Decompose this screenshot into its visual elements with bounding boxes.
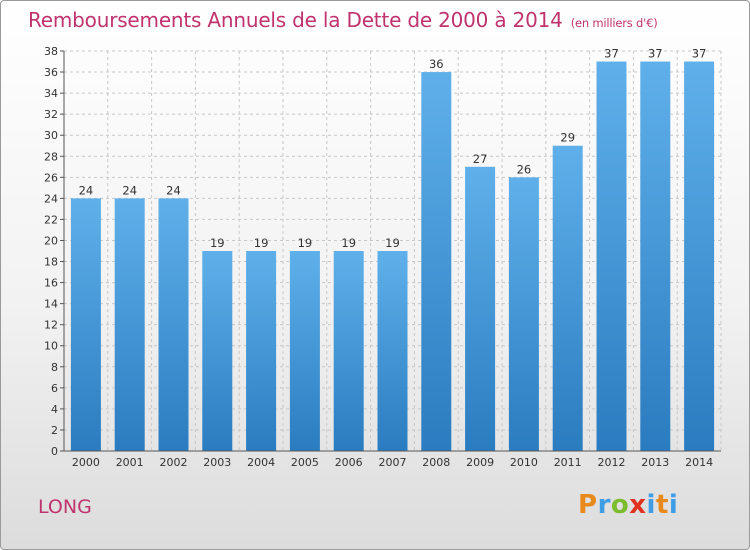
y-tick-label: 38: [44, 45, 58, 58]
y-tick-label: 16: [44, 277, 58, 290]
bar: [202, 251, 233, 451]
y-tick-label: 8: [51, 361, 58, 374]
y-tick-label: 22: [44, 213, 58, 226]
bar-value-label: 19: [298, 236, 313, 250]
x-tick-label: 2014: [685, 456, 713, 469]
x-tick-label: 2011: [554, 456, 582, 469]
y-tick-label: 24: [44, 192, 58, 205]
bar-value-label: 29: [560, 131, 575, 145]
bar-value-label: 19: [385, 236, 400, 250]
bar: [70, 198, 101, 451]
x-tick-label: 2009: [466, 456, 494, 469]
logo-letter: i: [646, 490, 656, 520]
bar-value-label: 19: [254, 236, 269, 250]
bar: [640, 61, 671, 452]
y-tick-label: 12: [44, 319, 58, 332]
x-tick-label: 2007: [379, 456, 407, 469]
y-tick-label: 2: [51, 424, 58, 437]
y-tick-label: 34: [44, 87, 58, 100]
y-tick-label: 20: [44, 234, 58, 247]
logo-letter: x: [629, 490, 647, 520]
bar: [421, 72, 452, 451]
y-tick-label: 0: [51, 445, 58, 458]
logo-letter: P: [578, 490, 598, 520]
title-text: Remboursements Annuels de la Dette de 20…: [28, 8, 563, 32]
bar-value-label: 36: [429, 57, 444, 71]
bar-value-label: 37: [692, 47, 707, 61]
y-tick-label: 36: [44, 66, 58, 79]
bar-value-label: 19: [341, 236, 356, 250]
x-tick-label: 2004: [247, 456, 275, 469]
y-tick-label: 14: [44, 298, 58, 311]
y-tick-label: 10: [44, 340, 58, 353]
bar-value-label: 24: [122, 183, 137, 197]
y-tick-label: 6: [51, 382, 58, 395]
bars: 24 24 24 19 19 19 19 19 36 27 26 29 37 37 37: [70, 47, 715, 452]
y-tick-label: 18: [44, 256, 58, 269]
x-tick-label: 2003: [203, 456, 231, 469]
bar: [333, 251, 364, 451]
x-tick-label: 2002: [160, 456, 188, 469]
bar-value-label: 26: [517, 162, 532, 176]
y-tick-label: 26: [44, 171, 58, 184]
chart-subtitle: (en milliers d'€): [570, 16, 658, 30]
bar: [377, 251, 408, 451]
y-tick-label: 32: [44, 108, 58, 121]
y-tick-label: 30: [44, 129, 58, 142]
x-tick-label: 2012: [598, 456, 626, 469]
y-tick-label: 28: [44, 150, 58, 163]
bar: [465, 166, 496, 451]
bar-value-label: 19: [210, 236, 225, 250]
bar: [596, 61, 627, 452]
bar: [246, 251, 277, 451]
x-tick-label: 2013: [641, 456, 669, 469]
bar-value-label: 27: [473, 152, 488, 166]
x-tick-label: 2005: [291, 456, 319, 469]
x-tick-label: 2010: [510, 456, 538, 469]
x-tick-label: 2008: [422, 456, 450, 469]
bar: [508, 177, 539, 451]
bar: [158, 198, 189, 451]
bar-value-label: 37: [604, 47, 619, 61]
y-tick-label: 4: [51, 403, 58, 416]
bar: [114, 198, 145, 451]
chart-title: Remboursements Annuels de la Dette de 20…: [28, 8, 658, 32]
proxiti-logo: Proxiti: [578, 490, 678, 520]
logo-letter: r: [597, 490, 611, 520]
bar-value-label: 37: [648, 47, 663, 61]
x-tick-label: 2001: [116, 456, 144, 469]
x-tick-label: 2006: [335, 456, 363, 469]
logo-letter: o: [610, 490, 630, 520]
commune-name: LONG: [38, 496, 92, 518]
x-tick-label: 2000: [72, 456, 100, 469]
logo-letter: i: [668, 490, 679, 520]
bar: [684, 61, 715, 452]
bar: [289, 251, 320, 451]
bar: [552, 145, 583, 451]
bar-value-label: 24: [79, 183, 94, 197]
bar-value-label: 24: [166, 183, 181, 197]
logo-letter: t: [655, 490, 669, 520]
